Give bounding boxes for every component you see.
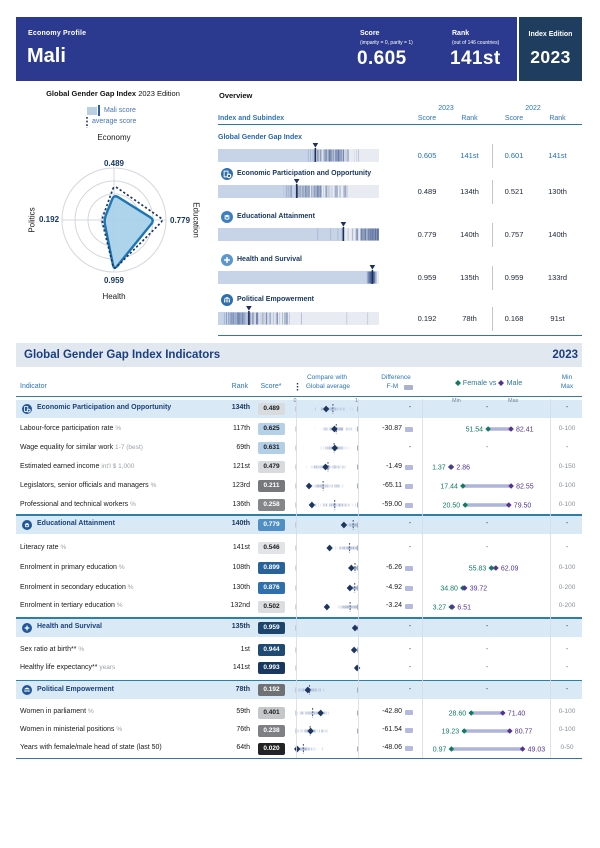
svg-text:34.80: 34.80 (440, 585, 458, 592)
svg-text:49.03: 49.03 (528, 746, 546, 753)
svg-text:51.54: 51.54 (466, 426, 484, 433)
svg-text:82.41: 82.41 (516, 426, 534, 433)
svg-text:71.40: 71.40 (508, 710, 526, 717)
svg-text:17.44: 17.44 (440, 483, 458, 490)
svg-text:82.55: 82.55 (516, 483, 534, 490)
svg-text:2.86: 2.86 (456, 464, 470, 471)
svg-text:80.77: 80.77 (515, 728, 533, 735)
svg-text:55.83: 55.83 (469, 565, 487, 572)
svg-text:19.23: 19.23 (442, 728, 460, 735)
svg-text:62.09: 62.09 (501, 565, 519, 572)
svg-text:6.51: 6.51 (457, 604, 471, 611)
svg-text:39.72: 39.72 (470, 585, 488, 592)
svg-text:28.60: 28.60 (449, 710, 467, 717)
svg-text:79.50: 79.50 (514, 502, 532, 509)
svg-text:0.97: 0.97 (433, 746, 447, 753)
svg-text:20.50: 20.50 (443, 502, 461, 509)
svg-text:3.27: 3.27 (433, 604, 447, 611)
svg-text:1.37: 1.37 (432, 464, 446, 471)
